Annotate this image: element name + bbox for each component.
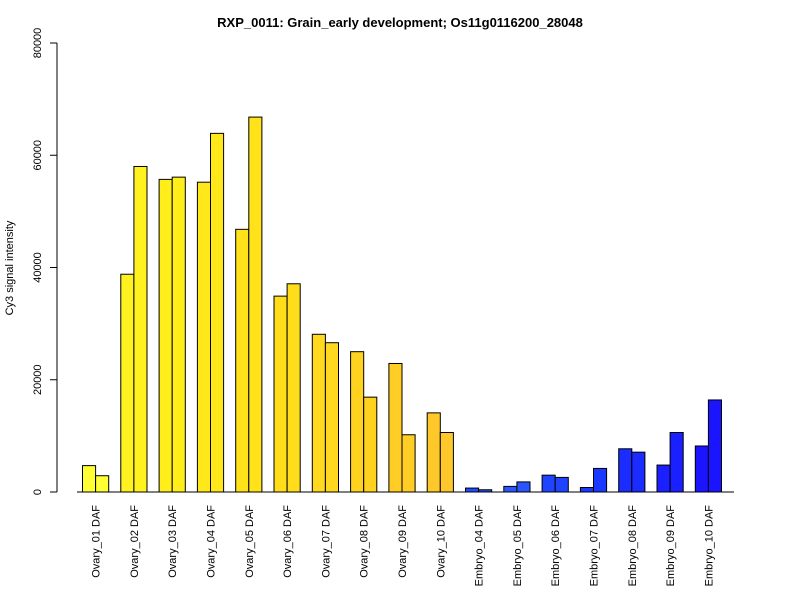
y-axis-label: Cy3 signal intensity bbox=[4, 220, 16, 315]
x-tick-labels: Ovary_01 DAF Ovary_02 DAF Ovary_03 DAF Ovar… bbox=[91, 505, 716, 587]
bar-embryo-07-daf-1 bbox=[579, 487, 595, 493]
bar-ovary-05-daf-2 bbox=[248, 116, 263, 493]
bar-embryo-05-daf-2 bbox=[516, 481, 531, 493]
bar-ovary-04-daf-1 bbox=[196, 181, 211, 493]
x-tick-label: Ovary_03 DAF bbox=[167, 505, 179, 578]
bar-ovary-06-daf-1 bbox=[273, 295, 288, 493]
bar-ovary-09-daf-1 bbox=[388, 362, 403, 493]
bar-embryo-10-daf-1 bbox=[694, 445, 709, 493]
x-tick-label: Embryo_09 DAF bbox=[665, 505, 677, 587]
x-tick-label: Embryo_06 DAF bbox=[550, 505, 562, 587]
x-tick-label: Embryo_07 DAF bbox=[589, 505, 601, 587]
bar-ovary-09-daf-2 bbox=[401, 434, 416, 493]
bar-embryo-10-daf-2 bbox=[707, 399, 723, 493]
bar-embryo-08-daf-2 bbox=[631, 451, 646, 493]
x-tick-label: Ovary_08 DAF bbox=[359, 505, 371, 578]
bar-embryo-04-daf-2 bbox=[478, 489, 493, 493]
x-tick-label: Embryo_05 DAF bbox=[512, 505, 524, 587]
bar-ovary-02-daf-1 bbox=[120, 273, 135, 493]
x-tick-label: Embryo_04 DAF bbox=[474, 505, 486, 587]
x-tick-label: Ovary_10 DAF bbox=[435, 505, 447, 578]
bar-embryo-07-daf-2 bbox=[593, 467, 608, 493]
x-tick-label: Ovary_05 DAF bbox=[244, 505, 256, 578]
bar-ovary-01-daf-2 bbox=[95, 475, 110, 493]
bar-ovary-10-daf-2 bbox=[439, 432, 454, 493]
bar-ovary-02-daf-2 bbox=[133, 165, 148, 493]
bar-embryo-05-daf-1 bbox=[503, 485, 518, 493]
x-tick-label: Ovary_09 DAF bbox=[397, 505, 409, 578]
x-tick-label: Ovary_06 DAF bbox=[282, 505, 294, 578]
bar-embryo-06-daf-1 bbox=[541, 474, 556, 493]
bar-ovary-05-daf-1 bbox=[235, 228, 250, 493]
bar-ovary-08-daf-1 bbox=[350, 351, 365, 493]
bar-ovary-03-daf-2 bbox=[171, 176, 186, 493]
y-tick-label: 20000 bbox=[32, 364, 44, 395]
bar-ovary-07-daf-1 bbox=[311, 333, 326, 493]
bar-ovary-03-daf-1 bbox=[158, 178, 173, 493]
bar-ovary-07-daf-2 bbox=[324, 342, 339, 493]
x-tick-label: Embryo_10 DAF bbox=[703, 505, 715, 587]
y-axis: 0 20000 40000 60000 80000 bbox=[32, 28, 58, 495]
bar-ovary-08-daf-2 bbox=[363, 396, 378, 493]
bar-embryo-09-daf-1 bbox=[656, 464, 671, 493]
bar-ovary-10-daf-1 bbox=[426, 412, 441, 493]
y-tick-label: 80000 bbox=[32, 28, 44, 59]
bar-embryo-08-daf-1 bbox=[618, 448, 633, 493]
bar-embryo-09-daf-2 bbox=[669, 432, 684, 493]
bar-ovary-06-daf-2 bbox=[286, 283, 301, 493]
bar-ovary-04-daf-2 bbox=[210, 132, 225, 493]
x-tick-label: Ovary_04 DAF bbox=[206, 505, 218, 578]
x-tick-label: Ovary_02 DAF bbox=[129, 505, 141, 578]
x-tick-label: Ovary_07 DAF bbox=[320, 505, 332, 578]
x-tick-label: Embryo_08 DAF bbox=[627, 505, 639, 587]
x-tick-label: Ovary_01 DAF bbox=[91, 505, 103, 578]
bars bbox=[82, 116, 723, 493]
bar-embryo-06-daf-2 bbox=[554, 476, 569, 493]
y-tick-label: 60000 bbox=[32, 140, 44, 171]
y-tick-label: 0 bbox=[32, 489, 44, 495]
bar-embryo-04-daf-1 bbox=[465, 487, 480, 493]
y-tick-label: 40000 bbox=[32, 252, 44, 283]
chart-title: RXP_0011: Grain_early development; Os11g… bbox=[217, 15, 583, 30]
bar-ovary-01-daf-1 bbox=[82, 465, 97, 493]
